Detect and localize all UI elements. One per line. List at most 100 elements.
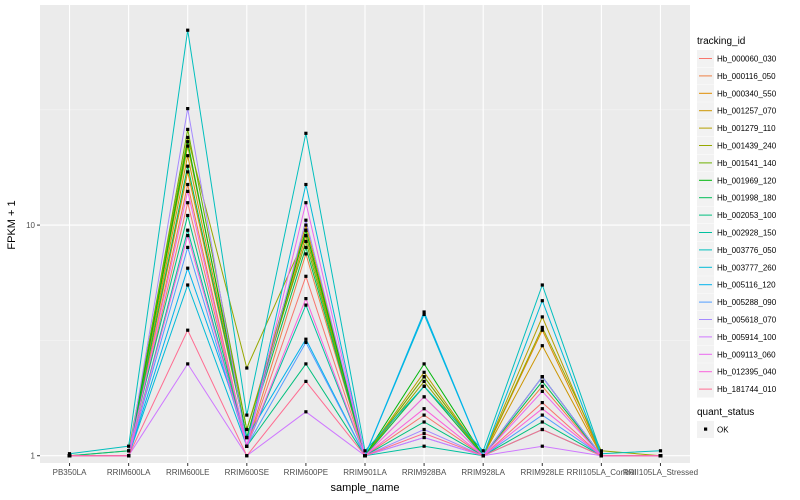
data-point	[540, 283, 544, 287]
data-point	[422, 420, 426, 424]
data-point	[540, 413, 544, 417]
data-point	[540, 344, 544, 348]
x-tick-label: RRIM928LE	[520, 468, 564, 477]
data-point	[363, 454, 367, 458]
data-point	[422, 413, 426, 417]
legend-label: Hb_005618_070	[717, 316, 777, 325]
legend-label: Hb_002928_150	[717, 229, 777, 238]
x-tick-label: RRIM928LA	[461, 468, 505, 477]
y-tick-label: 10	[26, 221, 35, 230]
data-point	[481, 454, 485, 458]
data-point	[422, 310, 426, 314]
x-axis: PB350LA RRIM600LA RRIM600LE RRIM600SE RRIM60…	[53, 463, 698, 477]
legend-label: Hb_003776_050	[717, 246, 777, 255]
data-point	[422, 312, 426, 316]
data-point	[540, 401, 544, 405]
legend-label: Hb_001998_180	[717, 194, 777, 203]
data-point	[186, 201, 190, 205]
data-point	[245, 454, 249, 458]
data-point	[186, 283, 190, 287]
legend-label: Hb_181744_010	[717, 385, 777, 394]
legend-label: Hb_005288_090	[717, 298, 777, 307]
data-point	[245, 427, 249, 432]
data-point	[304, 131, 308, 135]
data-point	[422, 370, 426, 374]
data-point	[186, 182, 190, 187]
legend-title: tracking_id	[697, 36, 745, 47]
legend-label: Hb_001969_120	[717, 176, 777, 185]
data-point	[304, 201, 308, 205]
data-point	[186, 140, 190, 144]
data-point	[186, 135, 190, 139]
data-point	[540, 299, 544, 303]
data-point	[304, 245, 308, 249]
data-point	[422, 427, 426, 432]
shape-legend-label: OK	[717, 426, 729, 435]
data-point	[127, 454, 131, 458]
data-point	[658, 454, 663, 458]
data-point	[658, 449, 663, 453]
data-point	[127, 444, 131, 448]
data-point	[422, 435, 426, 440]
data-point	[422, 395, 426, 399]
x-tick-label: RRIM600PE	[284, 468, 328, 477]
legend-label: Hb_005116_120	[717, 281, 776, 290]
legend-label: Hb_001279_110	[717, 124, 776, 133]
data-point	[304, 410, 308, 414]
data-point	[127, 449, 131, 453]
data-point	[245, 366, 249, 370]
x-tick-label: RRIM600LE	[166, 468, 210, 477]
x-tick-label: RRIM901LA	[343, 468, 387, 477]
data-point	[304, 340, 308, 344]
data-point	[304, 297, 308, 301]
data-point	[304, 239, 308, 243]
legend-label: Hb_005914_100	[717, 333, 777, 342]
data-point	[186, 164, 190, 168]
data-point	[540, 384, 544, 388]
data-point	[540, 379, 544, 383]
legend-label: Hb_000116_050	[717, 72, 776, 81]
data-point	[186, 107, 190, 111]
data-point	[304, 218, 308, 222]
data-point	[67, 452, 72, 456]
data-point	[304, 337, 308, 341]
data-point	[186, 266, 190, 270]
data-point	[422, 362, 426, 366]
x-tick-label: RRII105LA_Control	[567, 468, 637, 477]
data-point	[186, 362, 190, 366]
x-tick-label: PB350LA	[53, 468, 87, 477]
x-tick-label: RRIM600SE	[225, 468, 269, 477]
legend-label: Hb_003777_260	[717, 263, 777, 272]
legend-label: Hb_001257_070	[717, 107, 777, 116]
legend-label: Hb_002053_100	[717, 211, 777, 220]
data-point	[540, 328, 544, 332]
data-point	[599, 449, 603, 453]
shape-legend-title: quant_status	[697, 407, 754, 418]
data-point	[186, 245, 190, 249]
data-point	[186, 328, 190, 332]
data-point	[186, 234, 190, 238]
data-point	[540, 420, 544, 424]
data-point	[304, 234, 308, 238]
data-point	[540, 315, 544, 319]
data-point	[245, 435, 249, 440]
data-point	[422, 375, 426, 379]
data-point	[540, 375, 544, 379]
data-point	[599, 454, 603, 458]
x-axis-title: sample_name	[330, 482, 399, 494]
x-tick-label: RRII105LA_Stressed	[623, 468, 698, 477]
data-point	[540, 444, 544, 448]
legend-label: Hb_000340_550	[717, 89, 777, 98]
data-point	[186, 127, 190, 131]
data-point	[186, 154, 190, 158]
legend-label: Hb_012395_040	[717, 368, 777, 377]
y-axis-title: FPKM + 1	[6, 200, 18, 249]
shape-legend-key-square	[704, 427, 708, 431]
data-point	[540, 389, 544, 393]
data-point	[422, 444, 426, 448]
data-point	[304, 252, 308, 256]
data-point	[186, 28, 190, 32]
series-points	[67, 28, 663, 458]
data-point	[481, 449, 485, 453]
